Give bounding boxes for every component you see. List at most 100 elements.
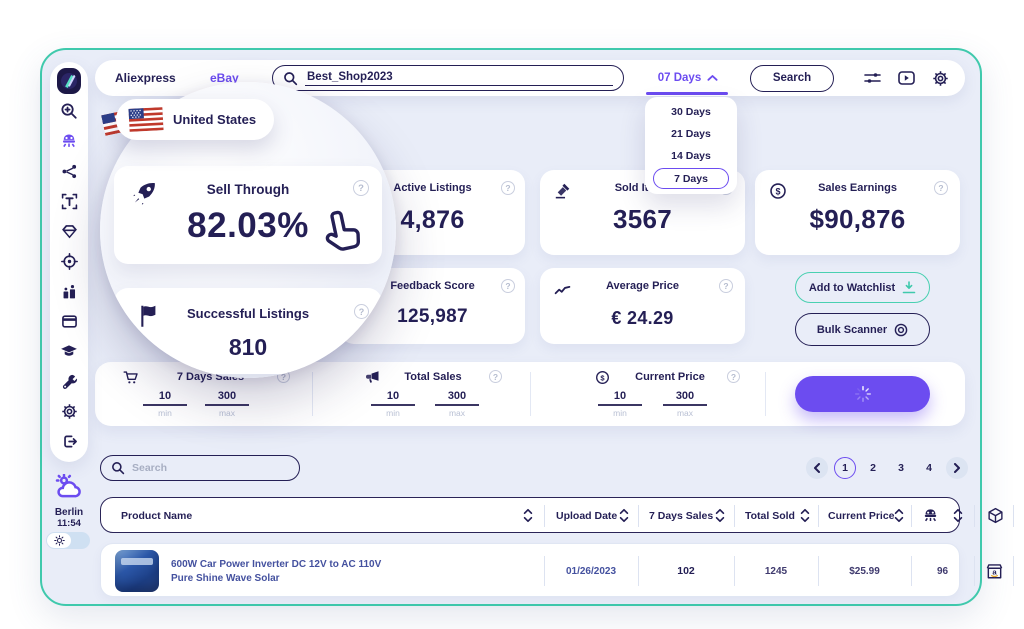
cell-7-days-sales: 102 [677, 565, 695, 577]
tab-aliexpress[interactable]: Aliexpress [115, 71, 176, 85]
dollar-circle-icon: $ [596, 371, 609, 384]
min-input[interactable] [598, 390, 642, 406]
column-upload-date: Upload Date [556, 510, 618, 522]
sidebar-item-logo[interactable] [57, 68, 81, 94]
results-search-field[interactable] [100, 455, 300, 481]
sidebar-item-spy-bot[interactable] [57, 130, 81, 152]
sales-earnings-value: $90,876 [809, 204, 906, 234]
text-frame-icon [61, 193, 77, 209]
gear-icon [932, 70, 948, 86]
pagination-page-2[interactable]: 2 [870, 462, 876, 474]
period-option-21-days[interactable]: 21 Days [671, 127, 711, 140]
us-flag-icon [128, 107, 164, 132]
pagination-page-1-current[interactable]: 1 [834, 457, 856, 479]
sidebar-item-target-finder[interactable] [57, 250, 81, 272]
cloud-sun-icon [55, 473, 81, 498]
pagination-page-3[interactable]: 3 [898, 462, 904, 474]
network-icon [61, 164, 76, 178]
chevron-up-icon [707, 75, 718, 81]
shop-search-input[interactable] [305, 70, 613, 86]
help-icon[interactable]: ? [354, 304, 369, 319]
period-option-14-days[interactable]: 14 Days [671, 149, 711, 162]
sort-icon[interactable] [894, 508, 904, 523]
table-header: Product Name Upload Date 7 Days Sales To… [100, 497, 1014, 533]
shop-search-field[interactable] [272, 65, 624, 91]
min-input[interactable] [143, 390, 187, 406]
divider [818, 556, 819, 586]
sidebar-item-product-research[interactable] [57, 100, 81, 122]
settings-button[interactable] [928, 60, 952, 96]
filters-button[interactable] [860, 60, 884, 96]
sort-icon[interactable] [523, 508, 533, 523]
sidebar-item-settings[interactable] [57, 400, 81, 422]
bulk-scanner-button[interactable]: Bulk Scanner [795, 313, 930, 346]
help-icon[interactable]: ? [501, 181, 515, 195]
period-option-7-days-selected[interactable]: 7 Days [653, 168, 729, 189]
sidebar-item-top-sellers[interactable] [57, 280, 81, 302]
table-row[interactable]: 600W Car Power Inverter DC 12V to AC 110… [100, 543, 1014, 597]
help-icon[interactable]: ? [719, 279, 733, 293]
divider [312, 372, 313, 416]
sort-icon[interactable] [619, 508, 629, 523]
sun-icon [53, 535, 65, 546]
period-selector[interactable]: 07 Days [648, 60, 728, 96]
help-icon[interactable]: ? [501, 279, 515, 293]
divider [638, 556, 639, 586]
sidebar-item-academy[interactable] [57, 340, 81, 362]
add-to-watchlist-button[interactable]: Add to Watchlist [795, 272, 930, 303]
sidebar-item-tools[interactable] [57, 370, 81, 392]
divider [1013, 505, 1014, 527]
tutorial-button[interactable] [894, 60, 918, 96]
help-icon[interactable]: ? [489, 370, 502, 383]
chevron-left-icon [814, 463, 820, 473]
help-icon[interactable]: ? [727, 370, 740, 383]
max-input[interactable] [663, 390, 707, 406]
help-icon[interactable]: ? [934, 181, 948, 195]
scanner-target-icon [894, 323, 908, 336]
period-option-30-days[interactable]: 30 Days [671, 105, 711, 118]
sidebar-item-store-manager[interactable] [57, 310, 81, 332]
divider [530, 372, 531, 416]
sort-icon[interactable] [800, 508, 810, 523]
max-input[interactable] [435, 390, 479, 406]
sidebar-item-logout[interactable] [57, 430, 81, 452]
country-selector[interactable]: United States [116, 99, 274, 140]
theme-toggle-knob [47, 533, 71, 548]
search-button[interactable]: Search [750, 64, 834, 92]
results-search-input[interactable] [132, 462, 289, 474]
min-input[interactable] [371, 390, 415, 406]
cell-total-sold: 1245 [764, 565, 788, 577]
apply-filters-button[interactable] [795, 376, 930, 412]
country-label: United States [173, 112, 257, 127]
bulk-scanner-label: Bulk Scanner [816, 323, 888, 336]
sales-earnings-title: Sales Earnings [818, 182, 897, 194]
sort-icon[interactable] [953, 508, 963, 523]
period-underline [646, 92, 728, 95]
svg-text:$: $ [600, 373, 605, 382]
divider [911, 556, 912, 586]
video-icon [897, 71, 915, 85]
filter-7-days-sales-max: max [205, 386, 249, 418]
app-logo-icon [57, 68, 81, 94]
flag-icon [141, 305, 156, 327]
filter-current-price-max: max [663, 386, 707, 418]
sidebar-item-network[interactable] [57, 160, 81, 182]
sidebar-item-niche-finder[interactable] [57, 220, 81, 242]
help-icon[interactable]: ? [353, 180, 369, 196]
tab-ebay[interactable]: eBay [210, 71, 239, 85]
max-input[interactable] [205, 390, 249, 406]
amazon-store-icon[interactable]: a [985, 562, 1004, 580]
search-icon [112, 462, 125, 475]
pagination-prev-button[interactable] [806, 457, 828, 479]
theme-toggle[interactable] [46, 532, 90, 549]
spy-bot-icon [62, 134, 76, 148]
pagination-page-4[interactable]: 4 [926, 462, 932, 474]
weather-city: Berlin [54, 507, 84, 518]
sort-icon[interactable] [715, 508, 725, 523]
sidebar-item-title-builder[interactable] [57, 190, 81, 212]
product-name-line2: Pure Shine Wave Solar [171, 572, 280, 584]
product-name: 600W Car Power Inverter DC 12V to AC 110… [171, 558, 381, 585]
pagination-next-button[interactable] [946, 457, 968, 479]
gavel-icon [555, 183, 570, 199]
topbar: Aliexpress eBay 07 Days Search [95, 60, 965, 96]
